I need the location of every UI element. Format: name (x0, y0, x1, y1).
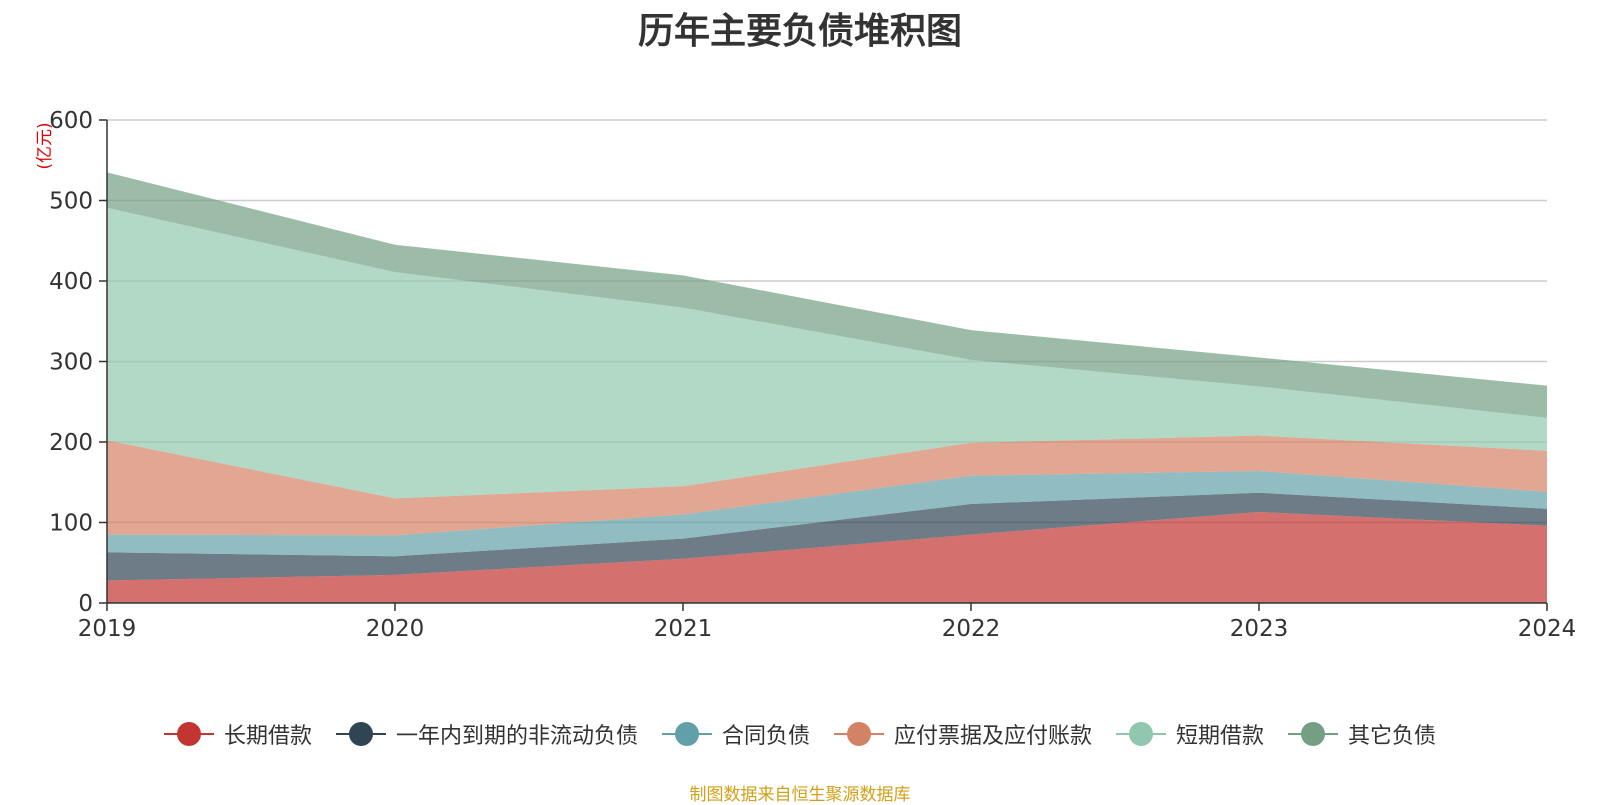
legend-item[interactable]: 合同负债 (661, 718, 810, 750)
y-tick-label: 0 (78, 591, 93, 617)
x-tick-label: 2024 (1518, 616, 1577, 642)
x-tick-label: 2019 (78, 616, 137, 642)
legend-label: 合同负债 (721, 724, 810, 749)
legend-marker-icon (1288, 722, 1339, 746)
area-series (107, 512, 1547, 603)
legend-item[interactable]: 应付票据及应付账款 (834, 718, 1092, 750)
legend-item[interactable]: 其它负债 (1288, 718, 1436, 750)
legend-item[interactable]: 一年内到期的非流动负债 (335, 718, 638, 750)
legend-item[interactable]: 短期借款 (1116, 718, 1264, 750)
legend-marker-icon (335, 722, 386, 746)
x-tick-label: 2022 (942, 616, 1001, 642)
legend-label: 一年内到期的非流动负债 (395, 724, 638, 749)
y-tick-label: 500 (49, 189, 93, 215)
y-tick-label: 600 (49, 108, 93, 134)
x-tick-label: 2020 (366, 616, 425, 642)
legend-label: 应付票据及应付账款 (894, 724, 1093, 749)
area-series (107, 492, 1547, 581)
legend-label: 短期借款 (1176, 724, 1265, 749)
area-series (107, 435, 1547, 536)
y-tick-label: 300 (49, 350, 93, 376)
x-tick-label: 2023 (1230, 616, 1289, 642)
y-tick-label: 200 (49, 430, 93, 456)
legend-marker-icon (163, 722, 214, 746)
source-note: 制图数据来自恒生聚源数据库 (689, 785, 911, 805)
stacked-area-chart: 0 100 200 300 400 500 600 2019 2020 2021 2022 2023 2… (35, 108, 1577, 642)
x-tick-label: 2021 (654, 616, 713, 642)
legend-label: 其它负债 (1348, 724, 1437, 749)
legend-marker-icon (661, 722, 712, 746)
legend: 长期借款 一年内到期的非流动负债 合同负债 应付票据及应付账款 短期借款 其它负债 (0, 718, 1600, 750)
y-axis-unit-label: (亿元) (35, 122, 55, 169)
y-tick-label: 100 (49, 511, 93, 537)
y-tick-label: 400 (49, 269, 93, 295)
legend-item[interactable]: 长期借款 (163, 718, 312, 750)
legend-marker-icon (834, 722, 884, 746)
legend-marker-icon (1116, 722, 1167, 746)
legend-label: 长期借款 (223, 724, 312, 749)
area-series (107, 172, 1547, 418)
area-series (107, 470, 1547, 557)
chart-title: 历年主要负债堆积图 (637, 11, 962, 52)
area-series (107, 207, 1547, 499)
